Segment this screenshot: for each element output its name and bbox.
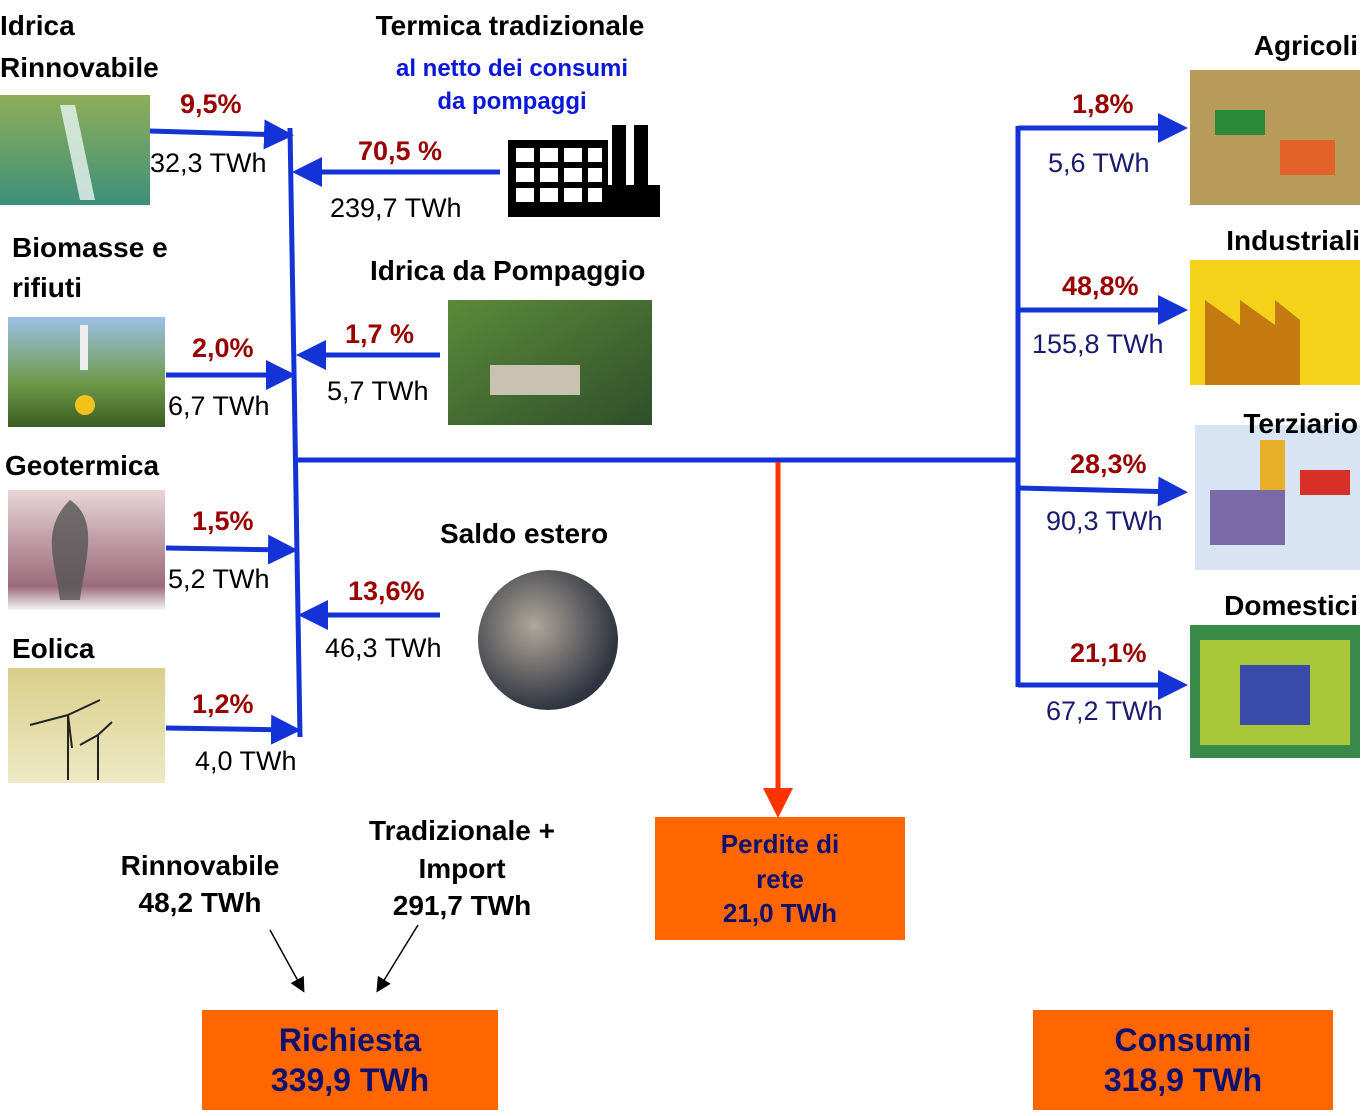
losses-label: rete [756,864,804,894]
energy: 32,3 TWh [150,148,267,178]
steam [51,500,89,600]
arrow [269,929,305,993]
demand-label: Richiesta [278,1022,422,1058]
wind-image [8,668,165,783]
share: 13,6% [348,576,425,606]
energy: 67,2 TWh [1046,696,1163,726]
chimney [80,325,88,370]
use-label: Industriali [1226,225,1360,256]
share: 1,7 % [345,319,415,349]
summary-label: Rinnovabile [120,850,280,881]
arrow [1017,476,1188,507]
demand-box [202,1010,498,1110]
use-label: Agricoli [1253,30,1358,61]
input-note: al netto dei consumi [395,55,629,82]
losses-label: Perdite di [720,829,840,859]
share: 1,8% [1072,89,1134,119]
energy: 46,3 TWh [325,633,442,663]
share: 2,0% [192,333,254,363]
source-label: Eolica [12,633,95,664]
summary-label: Tradizionale + [369,815,555,846]
summary-label: Import [418,853,506,884]
energy: 155,8 TWh [1032,329,1164,359]
summary-value: 291,7 TWh [392,890,532,921]
share: 1,5% [192,506,254,536]
input-note: da pompaggi [437,88,587,115]
source-label: Idrica [0,10,75,41]
share: 21,1% [1070,638,1147,668]
energy: 5,7 TWh [327,376,429,406]
arrow [149,119,294,150]
share: 28,3% [1070,449,1147,479]
factory [1205,300,1300,385]
energy: 6,7 TWh [168,391,270,421]
share: 9,5% [180,89,242,119]
summary-value: 48,2 TWh [138,887,262,918]
consumption-box [1033,1010,1333,1110]
share: 48,8% [1062,271,1139,301]
car [1300,470,1350,495]
agriculture-image [1190,70,1360,205]
losses-box [655,817,905,940]
bus-line [287,127,303,738]
energy: 90,3 TWh [1046,506,1163,536]
demand-value: 339,9 TWh [270,1062,430,1098]
energy: 4,0 TWh [195,746,297,776]
share: 70,5 % [358,136,443,166]
arrow [376,924,419,993]
arrow [165,714,301,745]
energy: 5,6 TWh [1048,148,1150,178]
laptop [1210,490,1285,545]
consumption-label: Consumi [1114,1022,1252,1058]
factory-windows [516,148,602,202]
house [1240,665,1310,725]
losses-value: 21,0 TWh [722,898,838,928]
source-label: rifiuti [12,272,82,303]
consumption-value: 318,9 TWh [1103,1062,1263,1098]
source-label: Rinnovabile [0,52,159,83]
energy: 5,2 TWh [168,564,270,594]
arrow [165,534,298,565]
share: 1,2% [192,689,254,719]
sunflower [75,395,95,415]
tractor [1215,110,1265,135]
trailer [1280,140,1335,175]
use-label: Domestici [1224,590,1358,621]
input-label: Idrica da Pompaggio [370,255,646,286]
pumping-image [448,300,652,425]
input-label: Saldo estero [440,518,609,549]
turbines [29,699,113,780]
energy: 239,7 TWh [330,193,462,223]
input-label: Termica tradizionale [375,10,645,41]
use-label: Terziario [1243,408,1358,439]
globe-image [478,570,618,710]
source-label: Biomasse e [12,232,168,263]
plant [490,365,580,395]
source-label: Geotermica [5,450,160,481]
waterfall [60,105,95,200]
